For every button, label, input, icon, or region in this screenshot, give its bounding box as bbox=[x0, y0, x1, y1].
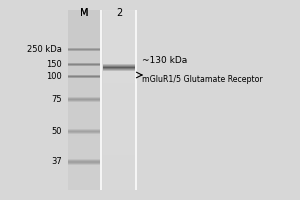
Text: 75: 75 bbox=[51, 95, 62, 104]
Text: 250 kDa: 250 kDa bbox=[27, 45, 62, 54]
Text: mGluR1/5 Glutamate Receptor: mGluR1/5 Glutamate Receptor bbox=[142, 75, 262, 84]
Text: 37: 37 bbox=[51, 158, 62, 166]
Text: M: M bbox=[80, 8, 88, 18]
Text: 50: 50 bbox=[52, 127, 62, 136]
Text: 100: 100 bbox=[46, 72, 62, 81]
Text: 2: 2 bbox=[116, 8, 122, 18]
Text: 150: 150 bbox=[46, 60, 62, 69]
Text: ~130 kDa: ~130 kDa bbox=[142, 56, 187, 65]
Text: M: M bbox=[80, 8, 88, 18]
